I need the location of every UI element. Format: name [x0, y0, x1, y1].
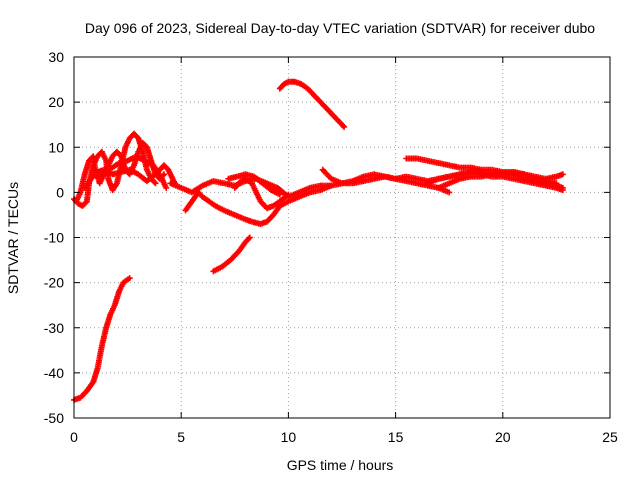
data-point — [126, 275, 133, 282]
data-point — [163, 184, 170, 191]
data-point — [152, 180, 159, 187]
series-mid-track-d — [225, 171, 283, 198]
chart-title: Day 096 of 2023, Sidereal Day-to-day VTE… — [85, 20, 595, 36]
y-tick-label: -10 — [44, 230, 64, 246]
data-point — [328, 182, 335, 189]
series-early-cluster-c — [81, 162, 178, 191]
data-point — [285, 191, 292, 198]
series-descending-arc-upper — [276, 78, 348, 130]
y-axis-label: SDTVAR / TECUs — [5, 182, 21, 294]
x-tick-label: 10 — [281, 429, 297, 445]
data-point — [276, 191, 283, 198]
y-tick-label: -30 — [44, 320, 64, 336]
data-point — [559, 171, 566, 178]
x-axis-label: GPS time / hours — [287, 457, 394, 473]
data-point — [246, 234, 253, 241]
axis-ticks: 0 5 10 15 20 25 -50 -40 -30 -20 -10 0 10 20 30 — [44, 49, 618, 445]
data-point — [245, 235, 252, 242]
series-mid-track-c — [231, 175, 292, 212]
series-late-track-d — [435, 169, 560, 191]
y-tick-label: -40 — [44, 365, 64, 381]
y-tick-label: 0 — [56, 184, 64, 200]
series-rising-arc-early — [71, 275, 133, 403]
y-tick-label: -20 — [44, 275, 64, 291]
x-tick-label: 5 — [177, 429, 185, 445]
x-tick-label: 25 — [602, 429, 618, 445]
data-point — [340, 122, 347, 129]
series-mid-track-b — [182, 182, 335, 227]
grid-lines — [74, 57, 610, 418]
y-tick-label: -50 — [44, 410, 64, 426]
data-point — [553, 180, 560, 187]
x-tick-label: 15 — [388, 429, 404, 445]
data-point — [559, 187, 566, 194]
y-tick-label: 30 — [48, 49, 64, 65]
x-tick-label: 0 — [70, 429, 78, 445]
series-rising-arc-mid — [210, 234, 253, 275]
series-early-cluster-d — [96, 153, 170, 191]
y-tick-label: 20 — [48, 94, 64, 110]
data-series — [71, 78, 566, 403]
y-tick-label: 10 — [48, 139, 64, 155]
data-point — [151, 179, 158, 186]
data-point — [341, 123, 348, 130]
x-tick-label: 20 — [495, 429, 511, 445]
data-point — [446, 189, 453, 196]
